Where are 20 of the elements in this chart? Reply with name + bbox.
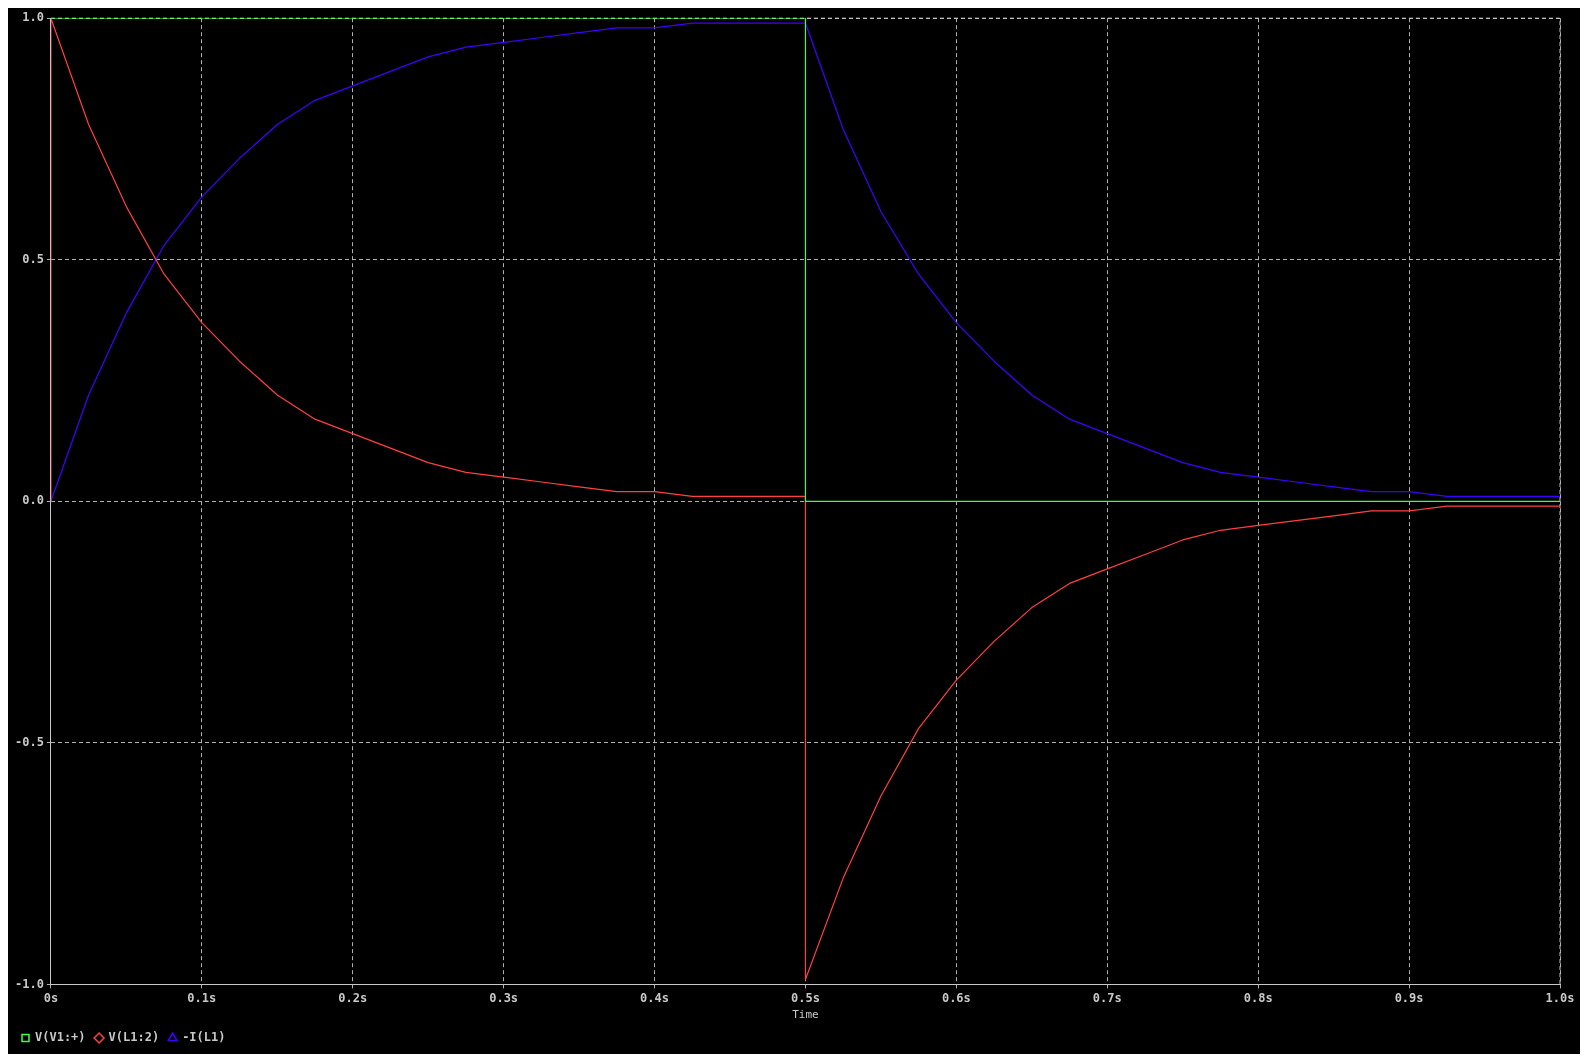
y-tick-label: 0.0 (22, 493, 44, 508)
legend-label: V(L1:2) (108, 1030, 160, 1045)
x-tick-label: 0.5s (791, 990, 820, 1005)
legend-label: V(V1:+) (35, 1030, 86, 1045)
x-tick-label: 0.9s (1394, 990, 1424, 1005)
x-tick-label: 0.2s (338, 990, 368, 1005)
x-tick-label: 0.7s (1092, 990, 1122, 1005)
x-tick-label: 0s (43, 990, 59, 1005)
x-tick-label: 0.1s (187, 990, 217, 1005)
y-tick-label: -0.5 (14, 734, 44, 749)
y-tick-label: 0.5 (22, 251, 44, 266)
x-axis-title: Time (792, 1008, 819, 1022)
x-tick-label: 0.4s (640, 990, 669, 1005)
x-tick-label: 0.6s (941, 990, 971, 1005)
y-tick-label: -1.0 (14, 976, 44, 991)
x-tick-label: 1.0s (1545, 990, 1575, 1005)
x-tick-label: 0.8s (1243, 990, 1273, 1005)
legend-label: -I(L1) (182, 1030, 226, 1045)
x-tick-label: 0.3s (489, 990, 519, 1005)
y-tick-label: 1.0 (22, 10, 44, 25)
